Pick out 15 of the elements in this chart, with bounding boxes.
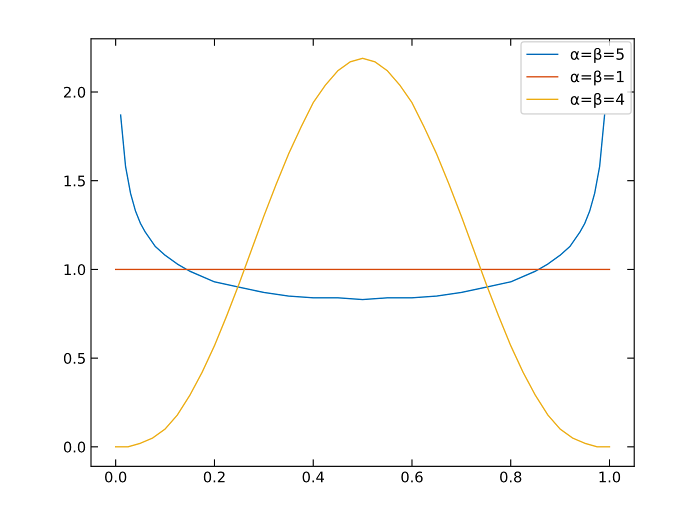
x-tick-label: 0.2 bbox=[204, 471, 225, 483]
y-tick-label: 0.0 bbox=[64, 442, 86, 453]
x-tick-label: 0.0 bbox=[105, 471, 126, 483]
legend-label: α=β=5 bbox=[570, 48, 624, 63]
y-tick-label: 0.5 bbox=[64, 352, 85, 364]
legend-label: α=β=4 bbox=[570, 92, 624, 108]
x-tick-label: 1.0 bbox=[600, 471, 620, 483]
y-tick-label: 2.0 bbox=[64, 86, 86, 98]
line-series bbox=[120, 114, 606, 300]
y-tick-label: 1.5 bbox=[64, 176, 85, 186]
x-tick-label: 0.8 bbox=[500, 471, 522, 483]
x-tick-label: 0.4 bbox=[302, 471, 324, 483]
y-tick-label: 1.0 bbox=[64, 264, 86, 276]
legend-label: α=β=1 bbox=[570, 70, 624, 86]
x-tick-label: 0.6 bbox=[401, 471, 423, 483]
